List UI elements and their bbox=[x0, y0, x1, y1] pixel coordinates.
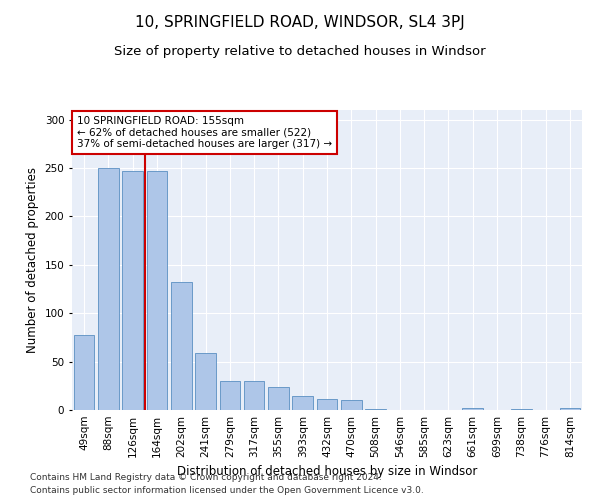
Bar bbox=[317, 400, 337, 410]
Bar bbox=[98, 168, 119, 410]
Text: 10 SPRINGFIELD ROAD: 155sqm
← 62% of detached houses are smaller (522)
37% of se: 10 SPRINGFIELD ROAD: 155sqm ← 62% of det… bbox=[77, 116, 332, 149]
Bar bbox=[220, 381, 240, 410]
Bar bbox=[511, 409, 532, 410]
Bar bbox=[365, 409, 386, 410]
Bar bbox=[292, 396, 313, 410]
Text: 10, SPRINGFIELD ROAD, WINDSOR, SL4 3PJ: 10, SPRINGFIELD ROAD, WINDSOR, SL4 3PJ bbox=[135, 15, 465, 30]
Text: Size of property relative to detached houses in Windsor: Size of property relative to detached ho… bbox=[114, 45, 486, 58]
Bar bbox=[463, 408, 483, 410]
Bar bbox=[122, 171, 143, 410]
Text: Contains HM Land Registry data © Crown copyright and database right 2024.: Contains HM Land Registry data © Crown c… bbox=[30, 474, 382, 482]
Text: Contains public sector information licensed under the Open Government Licence v3: Contains public sector information licen… bbox=[30, 486, 424, 495]
Y-axis label: Number of detached properties: Number of detached properties bbox=[26, 167, 39, 353]
Bar bbox=[146, 171, 167, 410]
Bar bbox=[268, 387, 289, 410]
Bar bbox=[74, 334, 94, 410]
Bar bbox=[341, 400, 362, 410]
Bar bbox=[560, 408, 580, 410]
Bar bbox=[244, 381, 265, 410]
Bar bbox=[195, 353, 216, 410]
Bar bbox=[171, 282, 191, 410]
X-axis label: Distribution of detached houses by size in Windsor: Distribution of detached houses by size … bbox=[177, 466, 477, 478]
